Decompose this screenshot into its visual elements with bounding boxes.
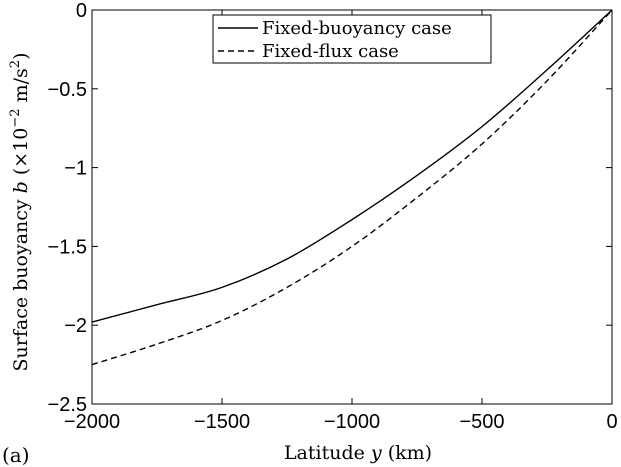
series-line-fixed-flux	[91, 9, 613, 366]
y-tick-label: −2	[64, 315, 87, 337]
panel-label: (a)	[2, 443, 30, 467]
legend-label-fixed-buoyancy: Fixed-buoyancy case	[262, 18, 452, 39]
legend-box	[212, 14, 492, 64]
x-tick-label: −2000	[64, 411, 120, 433]
x-axis-label: Latitude y (km)	[284, 442, 432, 464]
x-tick-label: −1500	[194, 411, 250, 433]
y-tick-label: −0.5	[48, 79, 87, 101]
y-tick-label: −1.5	[48, 236, 87, 258]
legend: Fixed-buoyancy case Fixed-flux case	[212, 14, 492, 64]
series-layer	[91, 9, 613, 366]
legend-label-fixed-flux: Fixed-flux case	[262, 41, 399, 62]
x-tick-label: 0	[606, 411, 617, 433]
y-tick-label: −2.5	[48, 394, 87, 416]
ticks-layer: −2000 −1500 −1000 −500 0 0 −0.5 −1 −1.5 −2 −2.5	[48, 0, 618, 433]
y-tick-label: −1	[64, 158, 87, 180]
plot-area	[91, 9, 613, 405]
series-line-fixed-buoyancy	[91, 9, 613, 323]
y-axis-label: Surface buoyancy b (×10−2 m/s2)	[8, 53, 32, 372]
plot-frame	[91, 9, 613, 405]
y-tick-label: 0	[76, 0, 87, 22]
x-tick-label: −500	[459, 411, 504, 433]
x-tick-label: −1000	[324, 411, 380, 433]
